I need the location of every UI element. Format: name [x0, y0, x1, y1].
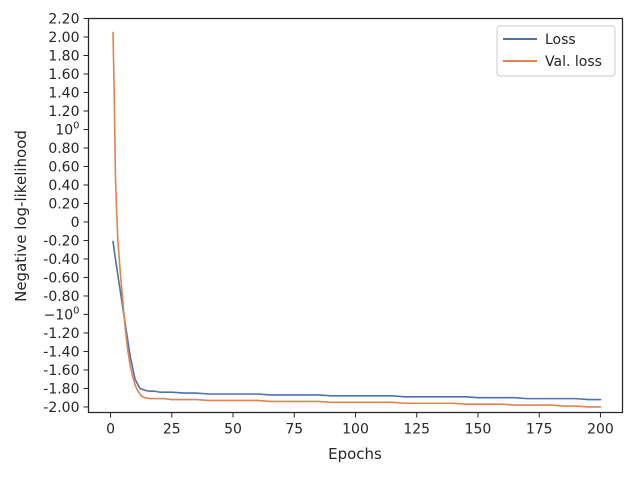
x-tick-label: 25 — [163, 422, 181, 438]
y-tick-label: 0.60 — [48, 159, 79, 175]
x-axis-title: Epochs — [328, 445, 382, 463]
y-tick-label: 1.60 — [48, 67, 79, 83]
x-tick-label: 150 — [465, 422, 492, 438]
legend-label-loss: Loss — [545, 32, 576, 48]
y-tick-label: 1.80 — [48, 48, 79, 64]
y-tick-label: 100 — [55, 120, 79, 138]
y-tick-label: 0 — [71, 215, 80, 231]
y-axis-title: Negative log-likelihood — [12, 130, 30, 302]
series-line-val-loss — [112, 31, 602, 408]
y-tick-label: -0.80 — [43, 289, 79, 305]
x-axis-ticks: 0 25 50 75 100 125 150 175 200 — [106, 412, 614, 438]
y-tick-label: 2.00 — [48, 30, 79, 46]
legend: Loss Val. loss — [496, 25, 616, 77]
x-tick-label: 175 — [526, 422, 553, 438]
y-tick-label: 1.20 — [48, 104, 79, 120]
y-tick-label: -0.60 — [43, 270, 79, 286]
x-tick-label: 100 — [342, 422, 369, 438]
y-tick-label: -1.40 — [43, 344, 79, 360]
y-tick-label: 0.20 — [48, 196, 79, 212]
y-tick-label: −100 — [44, 305, 80, 323]
y-tick-label: 1.40 — [48, 85, 79, 101]
x-tick-label: 75 — [285, 422, 303, 438]
y-tick-label: 0.80 — [48, 141, 79, 157]
y-tick-label: 0.40 — [48, 178, 79, 194]
y-tick-label: -0.40 — [43, 252, 79, 268]
y-tick-label: 2.20 — [48, 12, 79, 28]
series-line-loss — [112, 240, 602, 401]
x-tick-label: 125 — [403, 422, 430, 438]
y-tick-label: -1.20 — [43, 326, 79, 342]
legend-label-val-loss: Val. loss — [545, 54, 602, 70]
x-tick-label: 200 — [587, 422, 614, 438]
series-layer — [112, 31, 602, 408]
y-tick-label: -1.80 — [43, 381, 79, 397]
plot-frame — [87, 17, 624, 414]
x-tick-label: 0 — [106, 422, 115, 438]
y-tick-label: -0.20 — [43, 233, 79, 249]
x-tick-label: 50 — [224, 422, 242, 438]
y-tick-label: -2.00 — [43, 400, 79, 416]
y-tick-label: -1.60 — [43, 363, 79, 379]
